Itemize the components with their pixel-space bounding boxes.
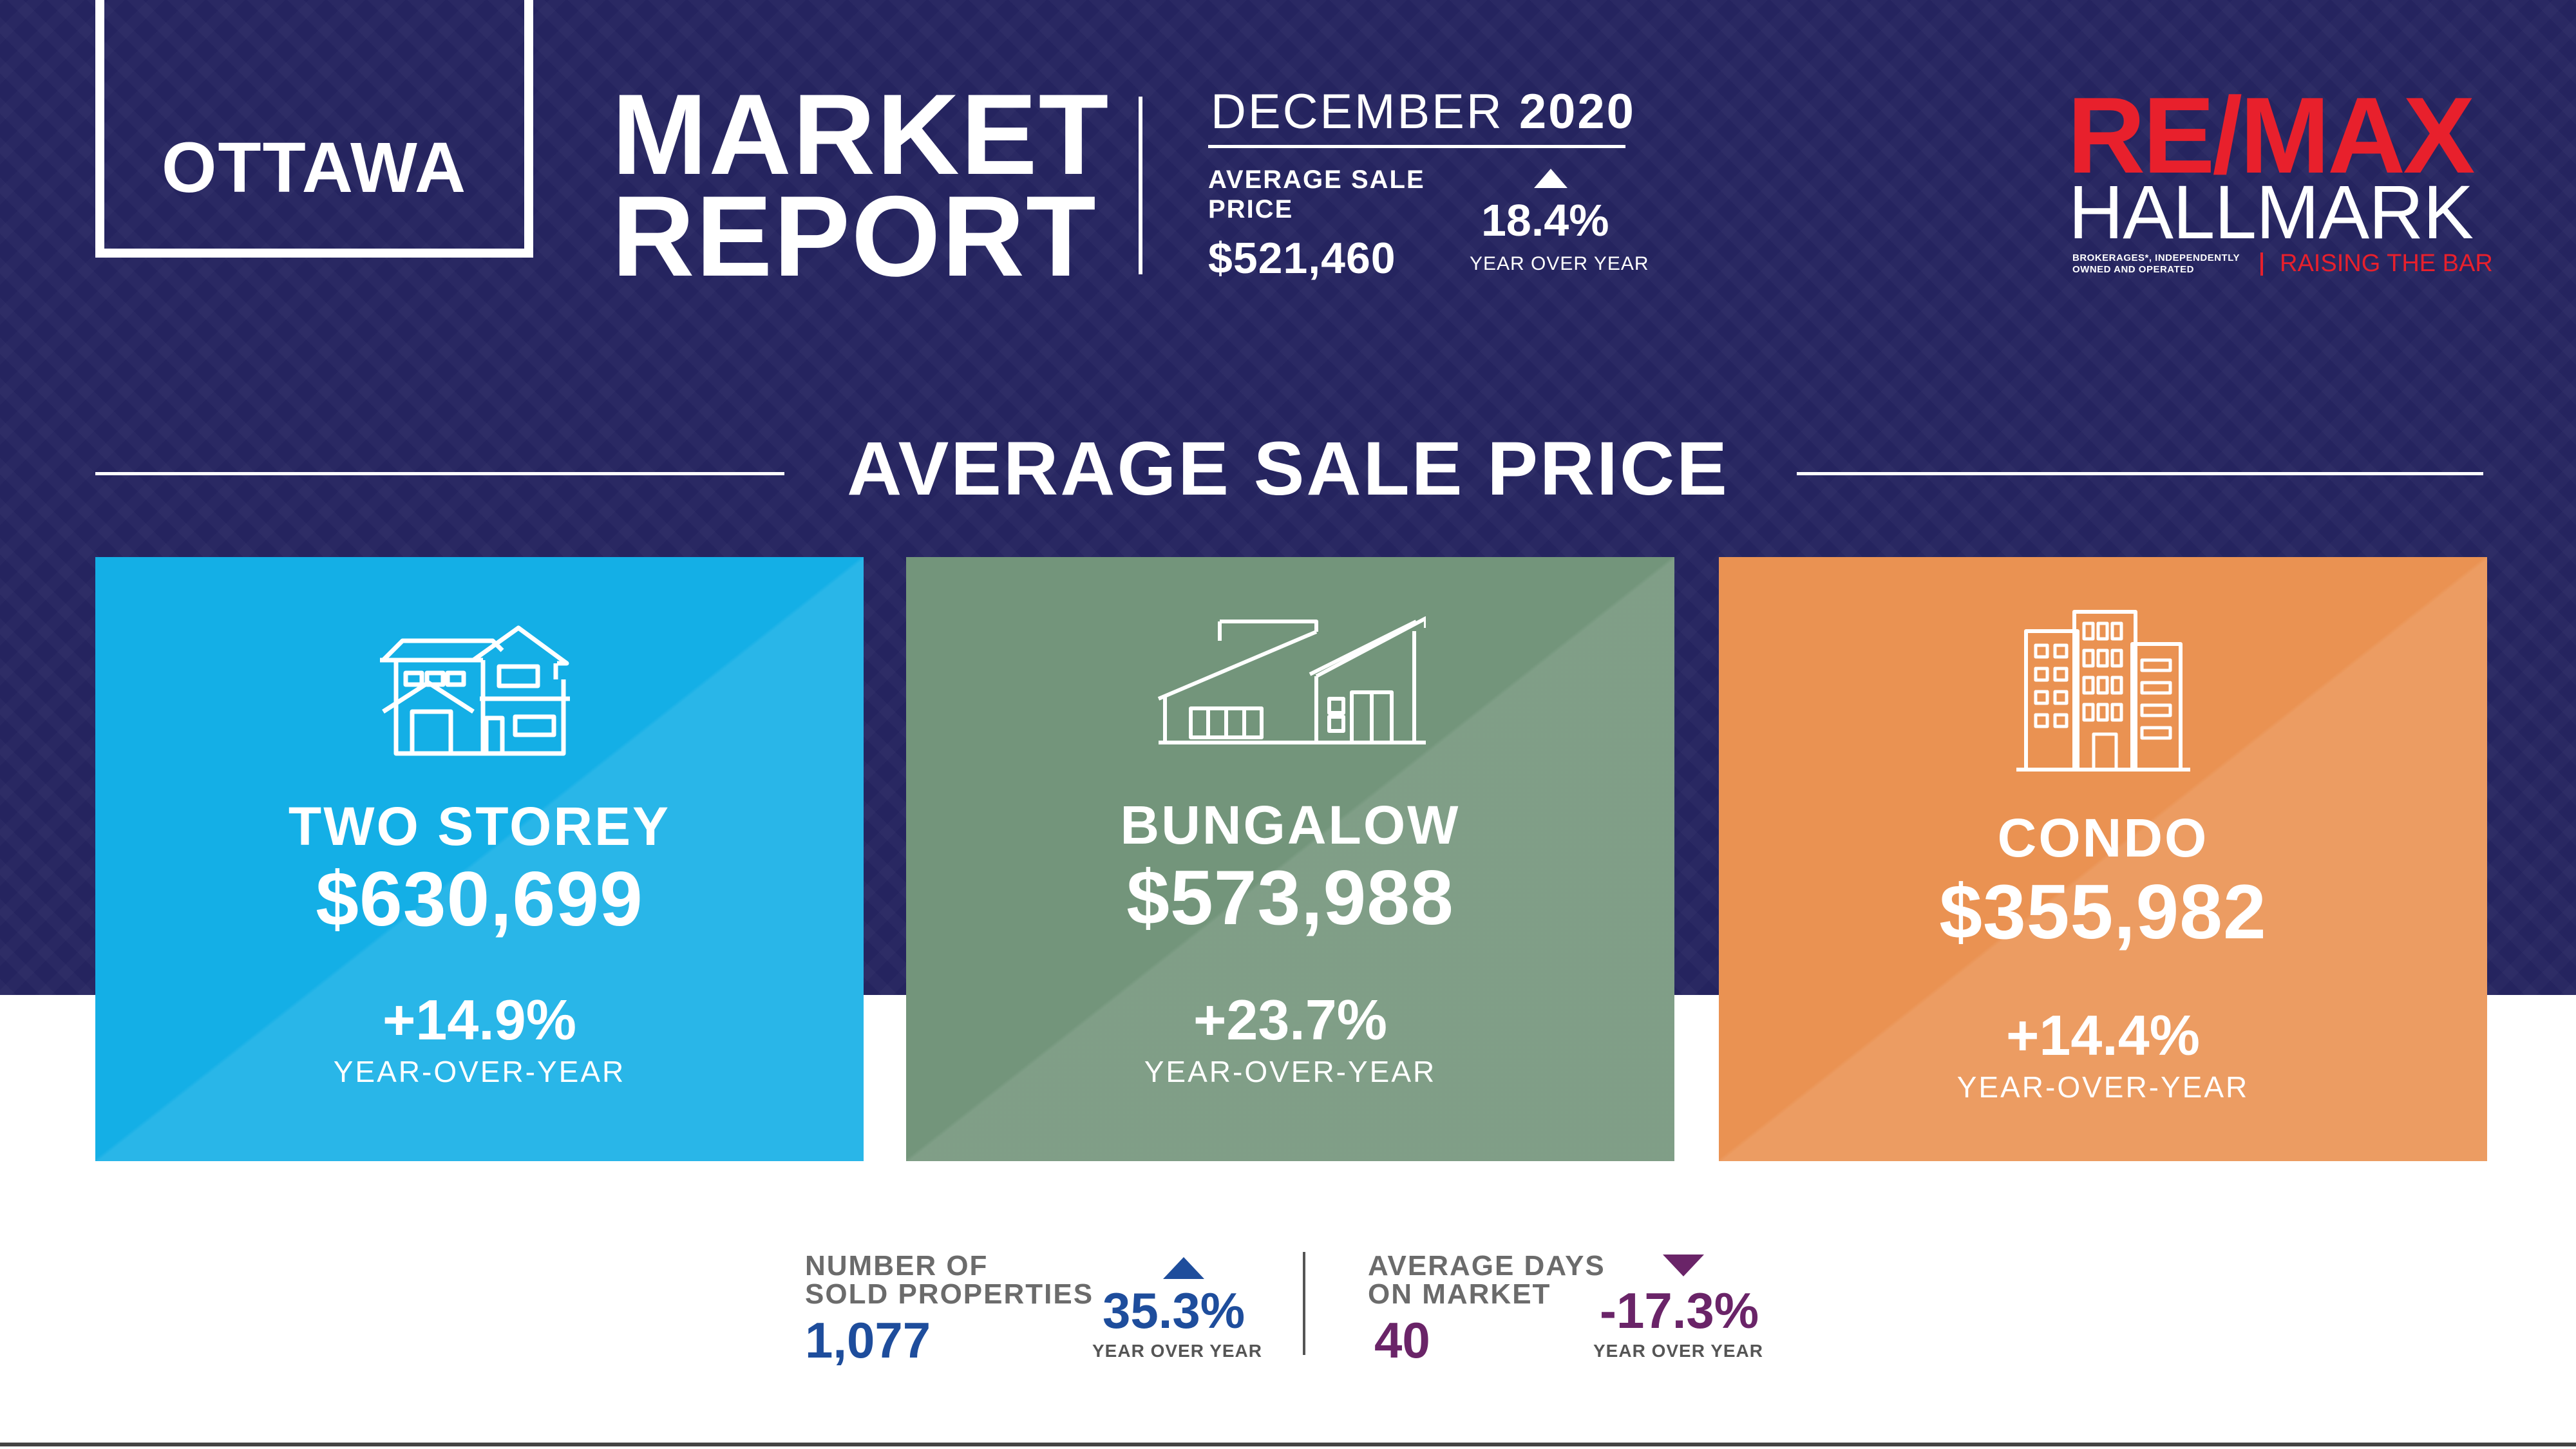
card-sheen xyxy=(906,557,1674,1161)
card-title: BUNGALOW xyxy=(1120,795,1461,855)
avg-sale-change-caption: YEAR OVER YEAR xyxy=(1470,253,1649,274)
remax-logo: RE/MAX xyxy=(2067,75,2475,196)
card-change: +14.9% xyxy=(383,988,576,1052)
report-title-line2: REPORT xyxy=(612,172,1097,300)
bottom-rule xyxy=(0,1443,2576,1446)
card-title: CONDO xyxy=(1997,808,2209,868)
days-on-market-label-line1: AVERAGE DAYS xyxy=(1368,1250,1605,1282)
days-on-market-label: AVERAGE DAYS ON MARKET xyxy=(1368,1252,1605,1309)
sold-properties-label: NUMBER OF SOLD PROPERTIES xyxy=(805,1252,1094,1309)
condo-card: CONDO $355,982 +14.4% YEAR-OVER-YEAR xyxy=(1719,557,2487,1161)
section-rule-right xyxy=(1797,472,2483,475)
bungalow-card: BUNGALOW $573,988 +23.7% YEAR-OVER-YEAR xyxy=(906,557,1674,1161)
logo-divider xyxy=(2260,252,2263,276)
bungalow-icon xyxy=(1157,616,1426,744)
city-box: OTTAWA xyxy=(95,0,533,258)
up-triangle-icon xyxy=(1534,169,1567,188)
hallmark-wordmark: HALLMARK xyxy=(2069,170,2474,255)
days-on-market-caption: YEAR OVER YEAR xyxy=(1593,1341,1763,1361)
two-storey-card: TWO STOREY $630,699 +14.9% YEAR-OVER-YEA… xyxy=(95,557,864,1161)
sold-properties-label-line2: SOLD PROPERTIES xyxy=(805,1278,1094,1310)
logo-tagline: RAISING THE BAR xyxy=(2280,250,2493,277)
days-on-market-label-line2: ON MARKET xyxy=(1368,1278,1551,1310)
days-on-market-value: 40 xyxy=(1374,1312,1430,1368)
card-sheen xyxy=(1719,557,2487,1161)
city-name: OTTAWA xyxy=(161,128,468,207)
title-divider xyxy=(1139,97,1142,274)
card-price: $355,982 xyxy=(1939,869,2267,955)
avg-sale-change: 18.4% xyxy=(1481,195,1609,245)
avg-sale-label: AVERAGE SALE PRICE xyxy=(1208,166,1425,223)
card-caption: YEAR-OVER-YEAR xyxy=(333,1055,626,1088)
card-price: $630,699 xyxy=(316,856,643,942)
down-triangle-icon xyxy=(1663,1255,1704,1276)
avg-sale-value: $521,460 xyxy=(1208,234,1396,283)
sold-properties-change: 35.3% xyxy=(1103,1282,1245,1339)
card-title: TWO STOREY xyxy=(288,796,671,857)
stats-divider xyxy=(1303,1252,1305,1355)
report-title: MARKET REPORT xyxy=(612,70,1110,300)
report-year: 2020 xyxy=(1519,84,1636,139)
card-price: $573,988 xyxy=(1126,855,1454,941)
card-change: +23.7% xyxy=(1193,988,1387,1052)
sold-properties-label-line1: NUMBER OF xyxy=(805,1250,989,1282)
logo-disclaimer: BROKERAGES*, INDEPENDENTLY OWNED AND OPE… xyxy=(2072,252,2240,275)
days-on-market-change: -17.3% xyxy=(1600,1282,1759,1339)
card-caption: YEAR-OVER-YEAR xyxy=(1956,1070,2249,1104)
card-caption: YEAR-OVER-YEAR xyxy=(1144,1055,1437,1088)
two-storey-house-icon xyxy=(379,625,570,756)
report-title-line1: MARKET xyxy=(612,70,1110,198)
sold-properties-caption: YEAR OVER YEAR xyxy=(1092,1341,1262,1361)
section-title: AVERAGE SALE PRICE xyxy=(847,426,1729,511)
date-rule xyxy=(1208,145,1625,148)
card-change: +14.4% xyxy=(2006,1003,2200,1067)
report-month: DECEMBER xyxy=(1211,84,1504,139)
sold-properties-value: 1,077 xyxy=(805,1312,931,1368)
condo-building-icon xyxy=(2016,610,2190,772)
report-date: DECEMBER 2020 xyxy=(1211,84,1634,140)
section-rule-left xyxy=(95,472,784,475)
up-triangle-icon xyxy=(1163,1257,1204,1279)
